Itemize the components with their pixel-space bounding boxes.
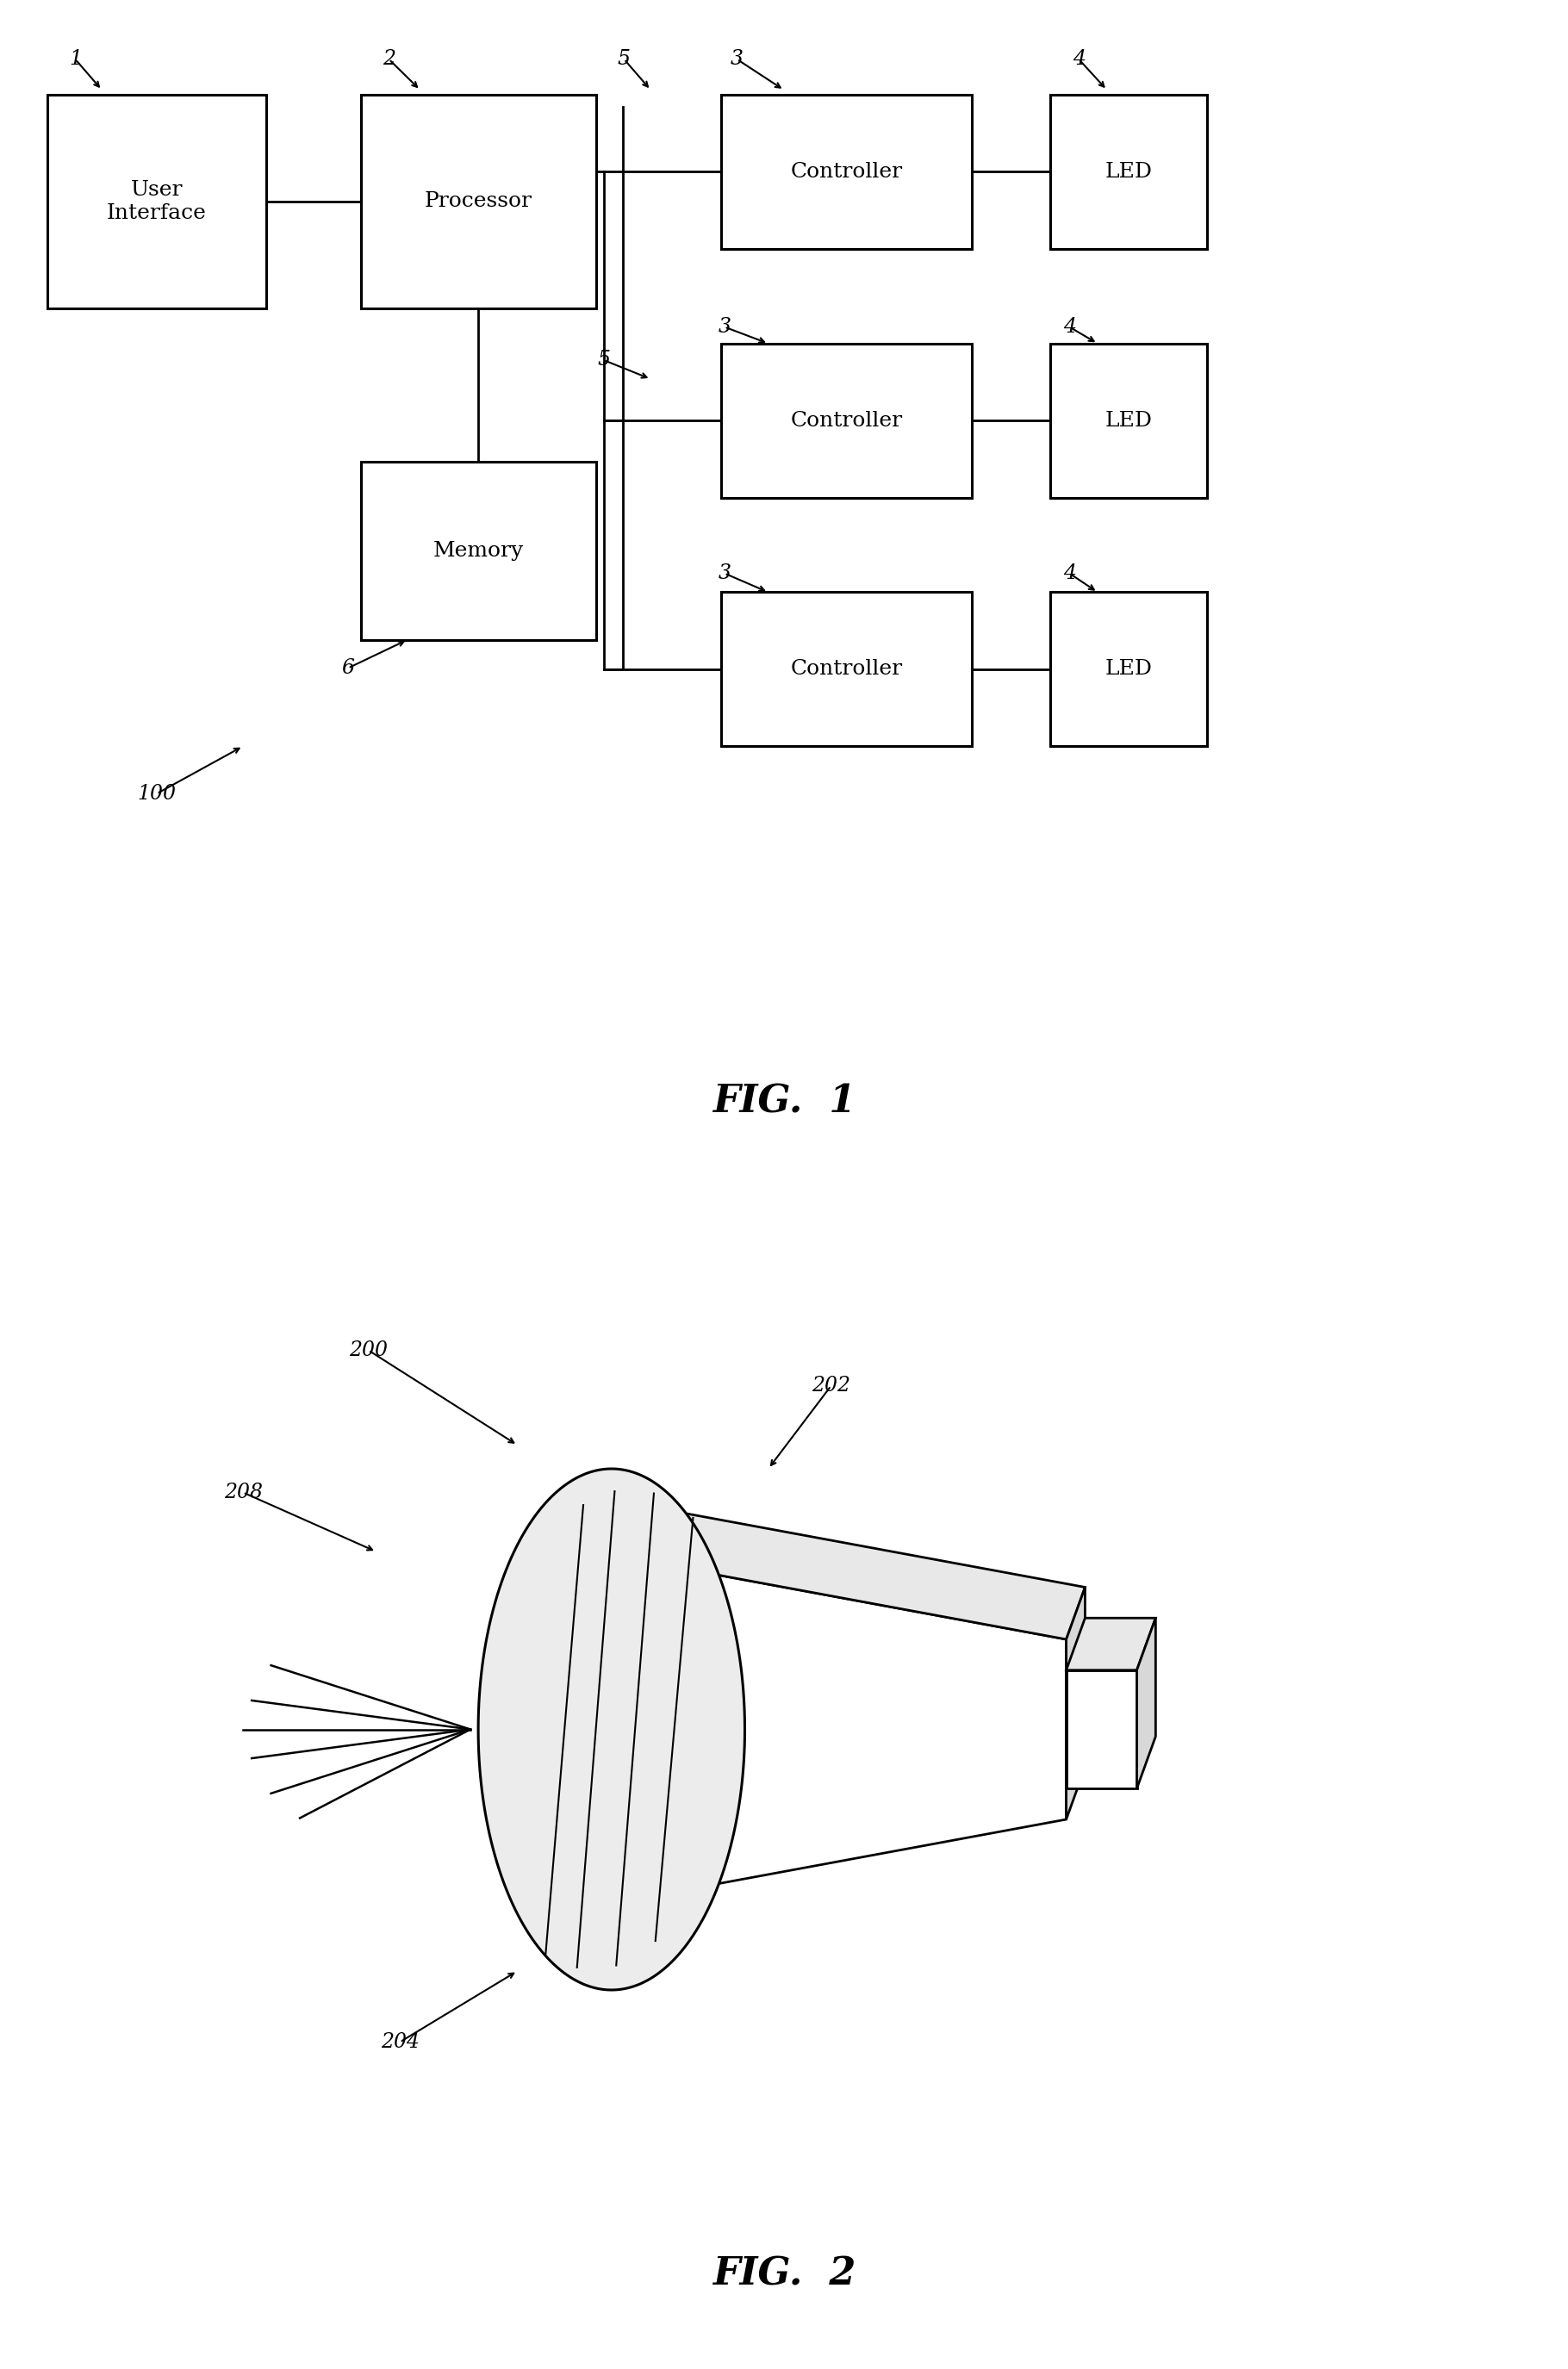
Bar: [721, 95, 972, 249]
Text: LED: LED: [1105, 659, 1152, 680]
Text: 3: 3: [718, 317, 731, 336]
Text: 5: 5: [618, 50, 630, 69]
Text: FIG.  2: FIG. 2: [712, 2255, 856, 2293]
Text: 2: 2: [383, 50, 395, 69]
Text: LED: LED: [1105, 410, 1152, 431]
Text: 4: 4: [1063, 564, 1076, 583]
Polygon shape: [1066, 1618, 1156, 1670]
Polygon shape: [1066, 1670, 1137, 1789]
Text: 200: 200: [350, 1341, 387, 1360]
Polygon shape: [630, 1507, 1085, 1639]
Text: LED: LED: [1105, 161, 1152, 182]
Text: 5: 5: [597, 351, 610, 370]
Text: Processor: Processor: [425, 192, 532, 211]
Bar: [1051, 344, 1207, 497]
Text: 3: 3: [718, 564, 731, 583]
Text: 204: 204: [381, 2033, 419, 2052]
Text: Controller: Controller: [790, 161, 903, 182]
Text: 4: 4: [1063, 317, 1076, 336]
Polygon shape: [630, 1559, 1066, 1900]
Text: 100: 100: [138, 784, 176, 803]
Text: Controller: Controller: [790, 659, 903, 680]
Text: 208: 208: [224, 1483, 262, 1502]
Bar: [361, 462, 596, 640]
Text: 1: 1: [69, 50, 82, 69]
Bar: [721, 344, 972, 497]
Text: 202: 202: [812, 1376, 850, 1395]
Bar: [47, 95, 267, 308]
Polygon shape: [1066, 1587, 1085, 1819]
Text: Controller: Controller: [790, 410, 903, 431]
Polygon shape: [1137, 1618, 1156, 1789]
Text: FIG.  1: FIG. 1: [712, 1083, 856, 1121]
Text: User
Interface: User Interface: [107, 180, 207, 223]
Bar: [721, 592, 972, 746]
Polygon shape: [478, 1469, 745, 1990]
Text: 3: 3: [731, 50, 743, 69]
Text: 4: 4: [1073, 50, 1085, 69]
Bar: [1051, 95, 1207, 249]
Text: Memory: Memory: [433, 540, 524, 561]
Bar: [1051, 592, 1207, 746]
Text: 6: 6: [342, 659, 354, 678]
Bar: [361, 95, 596, 308]
